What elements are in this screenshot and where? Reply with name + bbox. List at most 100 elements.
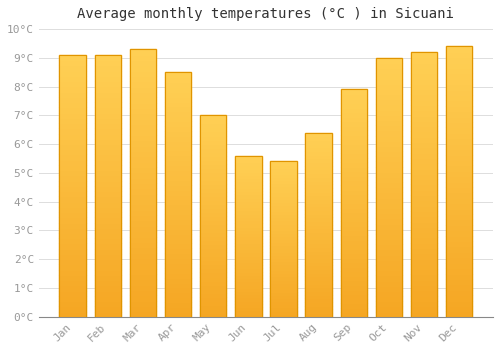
Bar <box>60 202 86 207</box>
Bar <box>200 232 226 236</box>
Bar <box>340 308 367 312</box>
Bar <box>270 196 296 199</box>
Bar <box>306 221 332 225</box>
Bar <box>446 312 472 317</box>
Bar <box>235 304 262 307</box>
Bar <box>446 236 472 241</box>
Bar <box>446 111 472 117</box>
Bar <box>130 269 156 274</box>
Bar <box>376 307 402 312</box>
Bar <box>270 164 296 168</box>
Bar <box>94 92 121 97</box>
Bar <box>165 204 191 209</box>
Bar <box>411 121 438 126</box>
Bar <box>165 170 191 175</box>
Bar <box>165 141 191 146</box>
Bar <box>94 128 121 133</box>
Bar <box>235 207 262 210</box>
Bar <box>200 127 226 132</box>
Bar <box>376 172 402 177</box>
Bar <box>235 156 262 159</box>
Bar <box>60 217 86 223</box>
Bar <box>235 275 262 278</box>
Bar <box>200 148 226 152</box>
Bar <box>235 243 262 246</box>
Bar <box>306 287 332 291</box>
Bar <box>130 135 156 140</box>
Bar <box>270 202 296 205</box>
Bar <box>411 163 438 169</box>
Bar <box>340 276 367 280</box>
Bar <box>60 312 86 317</box>
Bar <box>60 76 86 81</box>
Bar <box>340 217 367 221</box>
Bar <box>306 191 332 195</box>
Bar <box>235 156 262 317</box>
Bar <box>270 252 296 255</box>
Bar <box>60 244 86 249</box>
Bar <box>306 261 332 265</box>
Bar <box>60 223 86 228</box>
Bar <box>200 208 226 212</box>
Bar <box>200 140 226 144</box>
Bar <box>340 90 367 94</box>
Bar <box>60 181 86 186</box>
Bar <box>376 115 402 120</box>
Bar <box>94 186 121 191</box>
Bar <box>376 260 402 265</box>
Bar <box>94 154 121 160</box>
Bar <box>340 203 367 208</box>
Bar <box>200 196 226 200</box>
Bar <box>376 110 402 115</box>
Bar <box>235 220 262 223</box>
Bar <box>235 278 262 281</box>
Bar <box>94 306 121 312</box>
Bar <box>411 205 438 211</box>
Bar <box>411 158 438 163</box>
Bar <box>165 258 191 263</box>
Bar <box>446 176 472 182</box>
Bar <box>94 207 121 212</box>
Bar <box>94 102 121 107</box>
Bar <box>165 282 191 287</box>
Bar <box>200 297 226 301</box>
Bar <box>94 238 121 244</box>
Bar <box>60 212 86 217</box>
Bar <box>446 165 472 171</box>
Bar <box>130 215 156 220</box>
Bar <box>446 79 472 84</box>
Bar <box>94 259 121 265</box>
Bar <box>165 160 191 165</box>
Bar <box>165 302 191 307</box>
Bar <box>130 81 156 87</box>
Bar <box>165 224 191 229</box>
Bar <box>306 265 332 269</box>
Bar <box>411 110 438 116</box>
Bar <box>376 291 402 296</box>
Bar <box>200 135 226 140</box>
Bar <box>376 89 402 94</box>
Bar <box>200 309 226 313</box>
Bar <box>411 78 438 84</box>
Bar <box>165 111 191 116</box>
Bar <box>60 175 86 181</box>
Bar <box>270 180 296 183</box>
Bar <box>306 225 332 229</box>
Bar <box>340 208 367 212</box>
Bar <box>60 107 86 113</box>
Bar <box>235 259 262 262</box>
Bar <box>270 230 296 233</box>
Bar <box>200 116 226 119</box>
Bar <box>165 229 191 234</box>
Bar <box>446 46 472 317</box>
Bar <box>340 90 367 317</box>
Bar <box>130 210 156 215</box>
Bar <box>376 78 402 84</box>
Bar <box>411 73 438 78</box>
Bar <box>200 180 226 184</box>
Bar <box>270 220 296 224</box>
Bar <box>94 123 121 128</box>
Bar <box>340 180 367 185</box>
Bar <box>130 295 156 301</box>
Bar <box>235 194 262 197</box>
